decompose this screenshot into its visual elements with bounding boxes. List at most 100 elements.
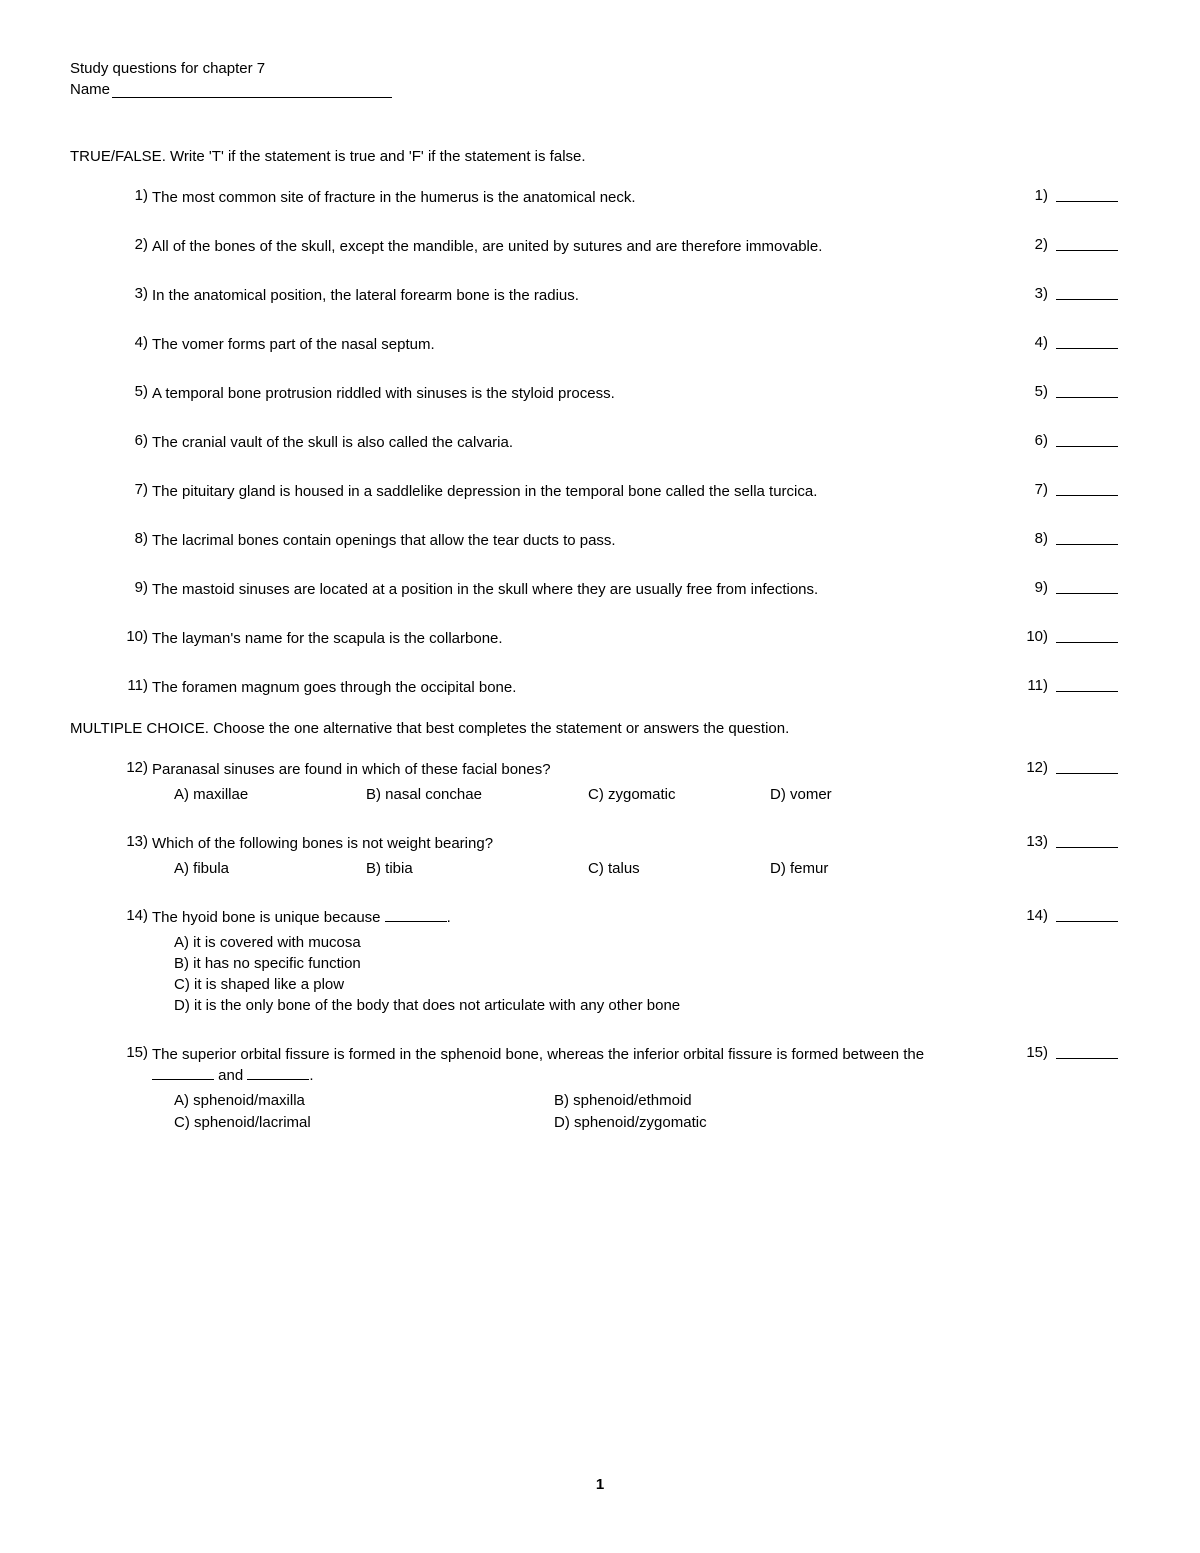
option-c: C) sphenoid/lacrimal: [174, 1112, 554, 1134]
page-title: Study questions for chapter 7: [70, 60, 1130, 77]
options: A) fibula B) tibia C) talus D) femur: [152, 858, 960, 879]
answer-number: 4): [1020, 334, 1048, 351]
question-number: 7): [120, 481, 152, 502]
answer-blank[interactable]: [1056, 334, 1118, 349]
question-stem: The hyoid bone is unique because .: [152, 907, 960, 928]
tf-question: 11) The foramen magnum goes through the …: [70, 677, 1130, 698]
question-stem: Which of the following bones is not weig…: [152, 833, 960, 854]
answer-number: 10): [1020, 628, 1048, 645]
options: A) maxillae B) nasal conchae C) zygomati…: [152, 784, 960, 805]
multiple-choice-heading: MULTIPLE CHOICE. Choose the one alternat…: [70, 720, 1130, 737]
option-d: D) it is the only bone of the body that …: [174, 995, 960, 1016]
tf-question: 9) The mastoid sinuses are located at a …: [70, 579, 1130, 600]
name-row: Name: [70, 81, 1130, 98]
answer-blank[interactable]: [1056, 628, 1118, 643]
answer-number: 15): [1020, 1044, 1048, 1061]
question-text: The vomer forms part of the nasal septum…: [152, 334, 990, 355]
tf-question: 7) The pituitary gland is housed in a sa…: [70, 481, 1130, 502]
mc-question: 13) Which of the following bones is not …: [70, 833, 1130, 879]
answer-number: 2): [1020, 236, 1048, 253]
answer-number: 14): [1020, 907, 1048, 924]
tf-question: 8) The lacrimal bones contain openings t…: [70, 530, 1130, 551]
tf-question: 3) In the anatomical position, the later…: [70, 285, 1130, 306]
question-text: Which of the following bones is not weig…: [152, 833, 990, 879]
answer-number: 13): [1020, 833, 1048, 850]
question-number: 13): [120, 833, 152, 879]
answer-blank[interactable]: [1056, 432, 1118, 447]
question-number: 2): [120, 236, 152, 257]
answer-number: 3): [1020, 285, 1048, 302]
answer-blank[interactable]: [1056, 285, 1118, 300]
fill-blank: [247, 1067, 309, 1080]
question-stem: The superior orbital fissure is formed i…: [152, 1044, 960, 1086]
question-number: 3): [120, 285, 152, 306]
question-text: Paranasal sinuses are found in which of …: [152, 759, 990, 805]
answer-number: 11): [1020, 677, 1048, 694]
stem-pre: The superior orbital fissure is formed i…: [152, 1046, 924, 1063]
answer-blank[interactable]: [1056, 187, 1118, 202]
question-text: The cranial vault of the skull is also c…: [152, 432, 990, 453]
tf-question: 4) The vomer forms part of the nasal sep…: [70, 334, 1130, 355]
answer-blank[interactable]: [1056, 236, 1118, 251]
answer-blank[interactable]: [1056, 1044, 1118, 1059]
option-a: A) it is covered with mucosa: [174, 932, 960, 953]
option-a: A) maxillae: [174, 784, 366, 805]
answer-blank[interactable]: [1056, 833, 1118, 848]
tf-question: 2) All of the bones of the skull, except…: [70, 236, 1130, 257]
answer-blank[interactable]: [1056, 677, 1118, 692]
question-number: 5): [120, 383, 152, 404]
question-text: All of the bones of the skull, except th…: [152, 236, 990, 257]
option-d: D) vomer: [770, 784, 882, 805]
question-text: The lacrimal bones contain openings that…: [152, 530, 990, 551]
option-c: C) it is shaped like a plow: [174, 974, 960, 995]
mc-question: 12) Paranasal sinuses are found in which…: [70, 759, 1130, 805]
option-b: B) it has no specific function: [174, 953, 960, 974]
stem-pre: The hyoid bone is unique because: [152, 909, 385, 926]
answer-number: 6): [1020, 432, 1048, 449]
tf-question: 1) The most common site of fracture in t…: [70, 187, 1130, 208]
option-a: A) fibula: [174, 858, 366, 879]
answer-blank[interactable]: [1056, 481, 1118, 496]
option-c: C) zygomatic: [588, 784, 770, 805]
stem-mid: and: [214, 1067, 247, 1084]
question-number: 10): [120, 628, 152, 649]
page-number: 1: [0, 1476, 1200, 1493]
question-number: 9): [120, 579, 152, 600]
answer-blank[interactable]: [1056, 530, 1118, 545]
answer-blank[interactable]: [1056, 907, 1118, 922]
name-blank[interactable]: [112, 83, 392, 98]
option-d: D) femur: [770, 858, 882, 879]
question-number: 1): [120, 187, 152, 208]
option-b: B) nasal conchae: [366, 784, 588, 805]
tf-question: 5) A temporal bone protrusion riddled wi…: [70, 383, 1130, 404]
options: A) it is covered with mucosa B) it has n…: [152, 932, 960, 1016]
question-number: 8): [120, 530, 152, 551]
question-text: In the anatomical position, the lateral …: [152, 285, 990, 306]
answer-blank[interactable]: [1056, 579, 1118, 594]
answer-number: 9): [1020, 579, 1048, 596]
option-b: B) sphenoid/ethmoid: [554, 1090, 934, 1112]
question-number: 4): [120, 334, 152, 355]
question-number: 6): [120, 432, 152, 453]
question-text: A temporal bone protrusion riddled with …: [152, 383, 990, 404]
option-b: B) tibia: [366, 858, 588, 879]
mc-question: 14) The hyoid bone is unique because . A…: [70, 907, 1130, 1016]
stem-post: .: [447, 909, 451, 926]
answer-blank[interactable]: [1056, 759, 1118, 774]
question-number: 11): [120, 677, 152, 698]
tf-question: 6) The cranial vault of the skull is als…: [70, 432, 1130, 453]
stem-post: .: [309, 1067, 313, 1084]
true-false-heading: TRUE/FALSE. Write 'T' if the statement i…: [70, 148, 1130, 165]
answer-number: 1): [1020, 187, 1048, 204]
question-number: 15): [120, 1044, 152, 1134]
answer-number: 8): [1020, 530, 1048, 547]
fill-blank: [152, 1067, 214, 1080]
option-d: D) sphenoid/zygomatic: [554, 1112, 934, 1134]
fill-blank: [385, 909, 447, 922]
option-a: A) sphenoid/maxilla: [174, 1090, 554, 1112]
name-label: Name: [70, 81, 110, 98]
answer-blank[interactable]: [1056, 383, 1118, 398]
question-text: The foramen magnum goes through the occi…: [152, 677, 990, 698]
question-text: The most common site of fracture in the …: [152, 187, 990, 208]
answer-number: 7): [1020, 481, 1048, 498]
